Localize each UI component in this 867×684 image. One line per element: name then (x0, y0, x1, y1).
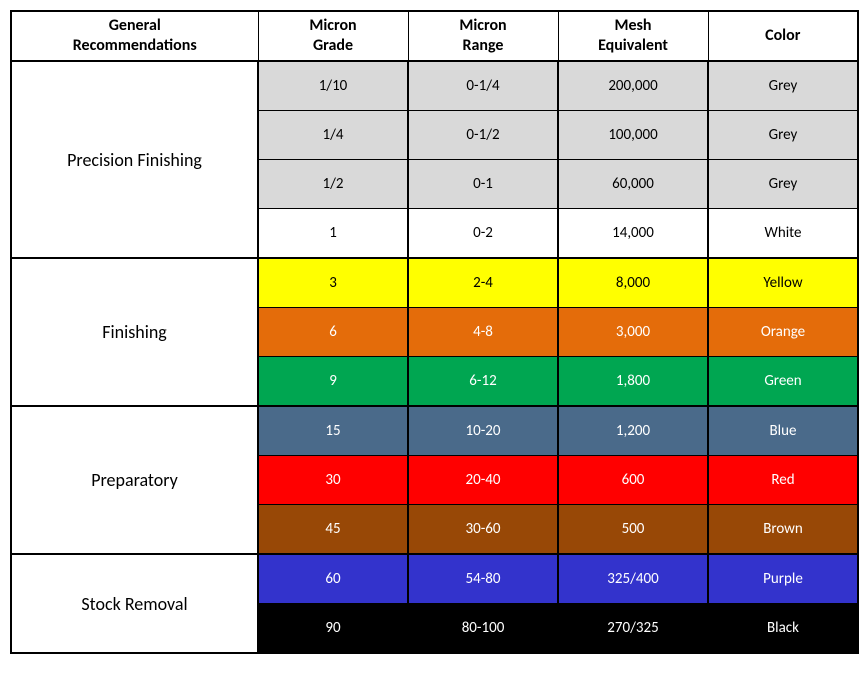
cell-micron-grade: 1/4 (258, 111, 408, 160)
cell-micron-grade: 9 (258, 357, 408, 407)
col-header-recommendations: GeneralRecommendations (11, 11, 258, 61)
cell-micron-range: 30-60 (408, 505, 558, 555)
cell-micron-range: 54-80 (408, 554, 558, 604)
cell-micron-range: 0-1 (408, 160, 558, 209)
cell-micron-grade: 1/2 (258, 160, 408, 209)
cell-micron-range: 10-20 (408, 406, 558, 456)
cell-mesh-equivalent: 1,800 (558, 357, 708, 407)
cell-color: Orange (708, 308, 858, 357)
table-header-row: GeneralRecommendations MicronGrade Micro… (11, 11, 858, 61)
cell-micron-range: 2-4 (408, 258, 558, 308)
cell-mesh-equivalent: 500 (558, 505, 708, 555)
col-header-color: Color (708, 11, 858, 61)
cell-color: Grey (708, 111, 858, 160)
cell-mesh-equivalent: 8,000 (558, 258, 708, 308)
cell-micron-grade: 60 (258, 554, 408, 604)
cell-mesh-equivalent: 600 (558, 456, 708, 505)
cell-micron-range: 20-40 (408, 456, 558, 505)
cell-color: White (708, 209, 858, 259)
cell-color: Red (708, 456, 858, 505)
cell-micron-grade: 6 (258, 308, 408, 357)
cell-mesh-equivalent: 3,000 (558, 308, 708, 357)
cell-micron-grade: 15 (258, 406, 408, 456)
cell-micron-grade: 30 (258, 456, 408, 505)
cell-mesh-equivalent: 325/400 (558, 554, 708, 604)
table-row: Stock Removal6054-80325/400Purple (11, 554, 858, 604)
cell-color: Purple (708, 554, 858, 604)
cell-micron-range: 0-1/2 (408, 111, 558, 160)
cell-micron-range: 6-12 (408, 357, 558, 407)
cell-color: Grey (708, 160, 858, 209)
col-header-micron-range: MicronRange (408, 11, 558, 61)
cell-micron-range: 0-2 (408, 209, 558, 259)
cell-micron-range: 4-8 (408, 308, 558, 357)
col-header-mesh-equivalent: MeshEquivalent (558, 11, 708, 61)
cell-color: Green (708, 357, 858, 407)
cell-micron-grade: 1/10 (258, 61, 408, 111)
table-row: Preparatory1510-201,200Blue (11, 406, 858, 456)
cell-mesh-equivalent: 1,200 (558, 406, 708, 456)
cell-mesh-equivalent: 60,000 (558, 160, 708, 209)
cell-micron-range: 80-100 (408, 604, 558, 654)
cell-color: Brown (708, 505, 858, 555)
cell-color: Yellow (708, 258, 858, 308)
table-row: Finishing32-48,000Yellow (11, 258, 858, 308)
cell-mesh-equivalent: 200,000 (558, 61, 708, 111)
cell-micron-grade: 3 (258, 258, 408, 308)
cell-micron-grade: 45 (258, 505, 408, 555)
recommendation-cell: Finishing (11, 258, 258, 406)
cell-color: Grey (708, 61, 858, 111)
table-row: Precision Finishing1/100-1/4200,000Grey (11, 61, 858, 111)
cell-mesh-equivalent: 100,000 (558, 111, 708, 160)
cell-color: Blue (708, 406, 858, 456)
cell-micron-grade: 90 (258, 604, 408, 654)
recommendation-cell: Stock Removal (11, 554, 258, 653)
cell-color: Black (708, 604, 858, 654)
col-header-micron-grade: MicronGrade (258, 11, 408, 61)
recommendation-cell: Precision Finishing (11, 61, 258, 258)
cell-mesh-equivalent: 14,000 (558, 209, 708, 259)
cell-micron-range: 0-1/4 (408, 61, 558, 111)
cell-mesh-equivalent: 270/325 (558, 604, 708, 654)
micron-grade-table: GeneralRecommendations MicronGrade Micro… (10, 10, 859, 654)
recommendation-cell: Preparatory (11, 406, 258, 554)
cell-micron-grade: 1 (258, 209, 408, 259)
